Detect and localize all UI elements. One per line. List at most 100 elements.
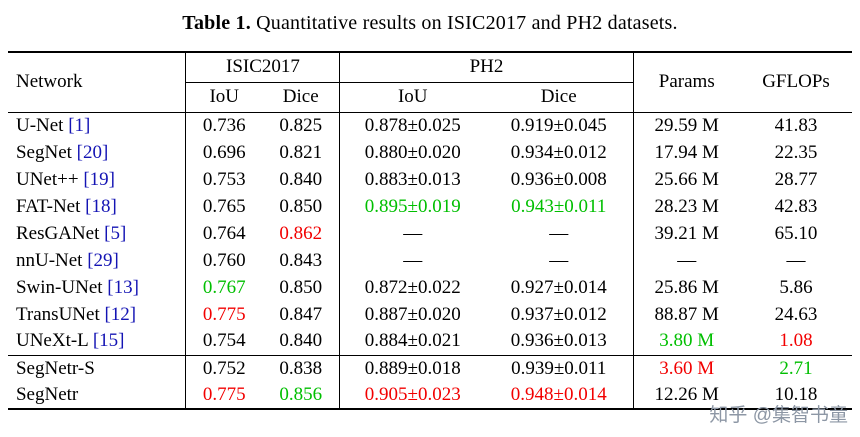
value-cell: 24.63 <box>774 303 818 325</box>
network-name-cell: FAT-Net [18] <box>7 193 187 220</box>
value-cell: 42.83 <box>774 195 818 217</box>
value-cell: 0.760 <box>202 249 246 271</box>
table-row: U-Net [1] 0.736 0.825 0.878±0.025 0.919±0.04… <box>7 112 852 139</box>
value-cell: 0.936±0.008 <box>484 166 634 193</box>
value-cell: 0.878±0.025 <box>364 114 461 136</box>
value-cell: 5.86 <box>779 276 813 298</box>
network-name: UNeXt-L <box>15 330 89 352</box>
network-name-cell: SegNetr <box>7 382 187 409</box>
value-cell: 28.23 M <box>654 195 719 217</box>
value-cell: 0.905±0.023 <box>364 384 461 405</box>
value-cell: 0.889±0.018 <box>339 354 485 382</box>
table-row: SegNetr-S 0.752 0.838 0.889±0.018 0.939±0.01… <box>7 354 852 382</box>
citation-ref: [18] <box>80 195 117 217</box>
network-name: U-Net <box>15 114 64 136</box>
value-cell: 0.825 <box>261 112 341 139</box>
network-name-cell: Swin-UNet [13] <box>7 274 187 301</box>
network-name-cell: ResGANet [5] <box>7 220 187 247</box>
value-cell: 0.887±0.020 <box>364 303 461 325</box>
value-cell: 0.850 <box>261 193 341 220</box>
value-cell: 0.765 <box>202 195 246 217</box>
value-cell: 0.948±0.014 <box>484 382 634 409</box>
value-cell: 0.939±0.011 <box>484 354 634 382</box>
table-row: ResGANet [5] 0.764 0.862 — — 39.21 M 65.10 <box>7 220 852 247</box>
value-cell: 0.840 <box>261 166 341 193</box>
value-cell: 0.880±0.020 <box>364 141 461 163</box>
value-cell: — <box>786 249 806 271</box>
citation-ref: [20] <box>71 141 109 163</box>
col-header-params: Params <box>658 71 715 93</box>
col-header-ph2-dice: Dice <box>484 82 634 112</box>
value-cell: 0.843 <box>261 247 341 274</box>
col-header-isic2017: ISIC2017 <box>185 52 341 83</box>
network-name: TransUNet <box>15 303 100 325</box>
value-cell: 10.18 <box>774 384 818 405</box>
table-body: U-Net [1] 0.736 0.825 0.878±0.025 0.919±0.04… <box>7 112 852 409</box>
value-cell: 0.883±0.013 <box>364 168 461 190</box>
table-caption: Table 1. Quantitative results on ISIC201… <box>0 0 860 35</box>
value-cell: 0.895±0.019 <box>364 195 461 217</box>
col-header-gflops: GFLOPs <box>762 71 830 93</box>
header-row-groups: Network ISIC2017 PH2 Params GFLOPs <box>7 52 852 112</box>
network-name: SegNetr <box>15 384 79 405</box>
citation-ref: [13] <box>102 276 139 298</box>
value-cell: — <box>403 222 423 244</box>
col-header-isic-dice: Dice <box>261 82 341 112</box>
table-row: TransUNet [12] 0.775 0.847 0.887±0.020 0.937… <box>7 301 852 328</box>
value-cell: 0.754 <box>202 330 246 352</box>
value-cell: 0.736 <box>202 114 246 136</box>
results-table: Network ISIC2017 PH2 Params GFLOPs IoU D… <box>7 51 852 410</box>
value-cell: 0.919±0.045 <box>484 112 634 139</box>
network-name-cell: UNet++ [19] <box>7 166 187 193</box>
value-cell: — <box>484 247 634 274</box>
value-cell: 25.66 M <box>654 168 719 190</box>
value-cell: 41.83 <box>774 114 818 136</box>
network-name: FAT-Net <box>15 195 81 217</box>
value-cell: 0.937±0.012 <box>484 301 634 328</box>
value-cell: — <box>677 249 697 271</box>
value-cell: 0.775 <box>202 303 246 325</box>
citation-ref: [15] <box>88 330 125 352</box>
citation-ref: [29] <box>82 249 119 271</box>
value-cell: 3.80 M <box>659 330 715 352</box>
value-cell: 12.26 M <box>654 384 719 405</box>
network-name-cell: U-Net [1] <box>7 112 187 139</box>
value-cell: 25.86 M <box>654 276 719 298</box>
value-cell: 0.847 <box>261 301 341 328</box>
value-cell: 1.08 <box>779 330 813 352</box>
value-cell: 0.752 <box>185 354 262 382</box>
header-row-metrics: IoU Dice IoU Dice <box>8 82 852 112</box>
value-cell: 0.872±0.022 <box>364 276 461 298</box>
table-header: Network ISIC2017 PH2 Params GFLOPs IoU D… <box>7 52 852 112</box>
table-row: Swin-UNet [13] 0.767 0.850 0.872±0.022 0.927… <box>7 274 852 301</box>
citation-ref: [12] <box>99 303 137 325</box>
value-cell: 0.927±0.014 <box>484 274 634 301</box>
col-header-ph2-iou: IoU <box>397 86 428 107</box>
value-cell: 0.764 <box>202 222 246 244</box>
value-cell: 0.934±0.012 <box>484 139 634 166</box>
value-cell: 2.71 <box>740 354 852 382</box>
citation-ref: [19] <box>78 168 115 190</box>
value-cell: 0.821 <box>261 139 341 166</box>
value-cell: 17.94 M <box>654 141 719 163</box>
value-cell: 0.862 <box>261 220 341 247</box>
value-cell: 0.696 <box>202 141 246 163</box>
network-name: SegNet <box>15 141 72 163</box>
network-name: ResGANet <box>15 222 100 244</box>
value-cell: 22.35 <box>774 141 818 163</box>
network-name: UNet++ <box>15 168 79 190</box>
network-name: SegNetr-S <box>15 357 95 379</box>
network-name: nnU-Net <box>15 249 83 271</box>
value-cell: 3.60 M <box>633 354 740 382</box>
value-cell: 65.10 <box>774 222 818 244</box>
value-cell: — <box>403 249 423 271</box>
value-cell: 0.767 <box>202 276 246 298</box>
value-cell: 0.884±0.021 <box>364 330 461 352</box>
value-cell: 0.840 <box>261 328 341 355</box>
value-cell: 88.87 M <box>654 303 719 325</box>
network-name-cell: TransUNet [12] <box>7 301 187 328</box>
network-name: Swin-UNet <box>15 276 103 298</box>
value-cell: 0.838 <box>261 354 341 382</box>
value-cell: 0.943±0.011 <box>484 193 634 220</box>
table-caption-label: Table 1. <box>182 12 251 34</box>
